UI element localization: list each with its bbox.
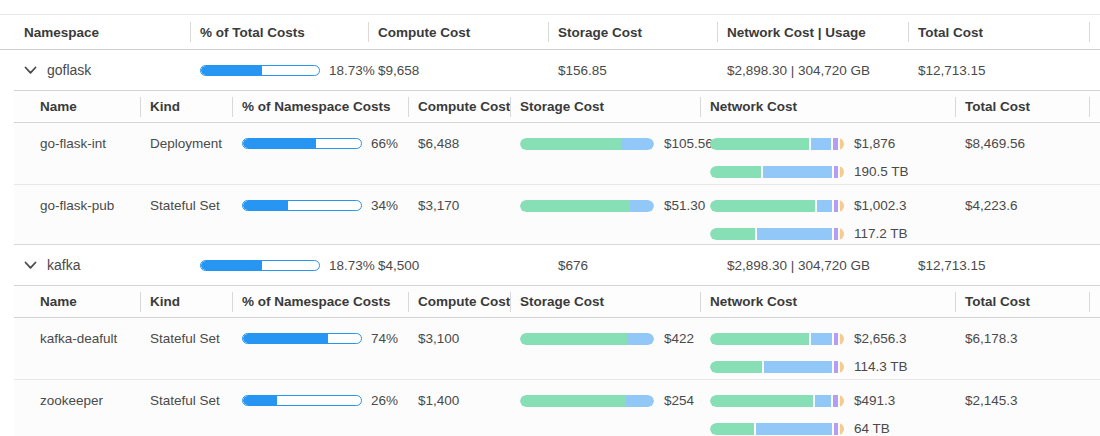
storage-cost-bar bbox=[520, 200, 654, 212]
cost-breakdown-panel: Namespace % of Total Costs Compute Cost … bbox=[0, 0, 1100, 436]
column-header-compute-cost[interactable]: Compute Cost bbox=[408, 294, 510, 309]
column-header-storage-cost[interactable]: Storage Cost bbox=[510, 294, 700, 309]
column-header-compute-cost[interactable]: Compute Cost bbox=[408, 99, 510, 114]
compute-cost-value: $9,658 bbox=[368, 63, 548, 78]
workload-kind: Deployment bbox=[140, 136, 232, 151]
namespace-table-header: Namespace % of Total Costs Compute Cost … bbox=[0, 14, 1100, 50]
workload-name: go-flask-int bbox=[14, 136, 140, 151]
workload-table-header: Name Kind % of Namespace Costs Compute C… bbox=[14, 285, 1100, 318]
total-cost-value: $4,223.6 bbox=[955, 198, 1100, 213]
storage-cost-value: $254 bbox=[664, 393, 694, 408]
network-cost-usage-value: $2,898.30 | 304,720 GB bbox=[717, 258, 908, 273]
compute-cost-value: $6,488 bbox=[408, 136, 510, 151]
network-cost-value: $1,876 bbox=[854, 136, 895, 151]
storage-cost-value: $156.85 bbox=[548, 63, 717, 78]
pct-namespace-costs-bar bbox=[242, 200, 362, 211]
column-header-pct-namespace-costs[interactable]: % of Namespace Costs bbox=[232, 294, 408, 309]
total-cost-value: $12,713.15 bbox=[908, 63, 1100, 78]
network-cost-value: $1,002.3 bbox=[854, 198, 907, 213]
network-usage-bar bbox=[710, 228, 844, 240]
workload-name: zookeeper bbox=[14, 393, 140, 408]
column-header-namespace[interactable]: Namespace bbox=[0, 25, 190, 40]
column-header-storage-cost[interactable]: Storage Cost bbox=[510, 99, 700, 114]
column-header-storage-cost[interactable]: Storage Cost bbox=[548, 25, 717, 40]
storage-cost-value: $422 bbox=[664, 331, 694, 346]
network-usage-bar bbox=[710, 423, 844, 435]
pct-namespace-costs-bar bbox=[242, 138, 362, 149]
compute-cost-value: $4,500 bbox=[368, 258, 548, 273]
pct-total-costs-bar bbox=[200, 65, 320, 76]
network-usage-value: 114.3 TB bbox=[854, 359, 908, 374]
column-header-network-cost[interactable]: Network Cost bbox=[700, 99, 955, 114]
pct-namespace-costs-bar bbox=[242, 333, 362, 344]
chevron-down-icon[interactable] bbox=[24, 66, 37, 75]
namespace-row-goflask[interactable]: goflask 18.73% $9,658 $156.85 $2,898.30 … bbox=[0, 50, 1100, 90]
workload-table-header: Name Kind % of Namespace Costs Compute C… bbox=[14, 90, 1100, 123]
column-header-pct-namespace-costs[interactable]: % of Namespace Costs bbox=[232, 99, 408, 114]
column-header-total-cost[interactable]: Total Cost bbox=[955, 294, 1100, 309]
column-header-network-cost-usage[interactable]: Network Cost | Usage bbox=[717, 25, 908, 40]
storage-cost-value: $676 bbox=[548, 258, 717, 273]
compute-cost-value: $3,170 bbox=[408, 198, 510, 213]
namespace-name: goflask bbox=[47, 62, 91, 78]
workload-name: kafka-deafult bbox=[14, 331, 140, 346]
total-cost-value: $6,178.3 bbox=[955, 331, 1100, 346]
workload-name: go-flask-pub bbox=[14, 198, 140, 213]
column-header-kind[interactable]: Kind bbox=[140, 294, 232, 309]
namespace-name: kafka bbox=[47, 257, 80, 273]
network-usage-value: 117.2 TB bbox=[854, 226, 908, 241]
pct-namespace-costs-bar bbox=[242, 395, 362, 406]
storage-cost-bar bbox=[520, 138, 654, 150]
total-cost-value: $2,145.3 bbox=[955, 393, 1100, 408]
network-cost-bar bbox=[710, 395, 844, 407]
compute-cost-value: $1,400 bbox=[408, 393, 510, 408]
column-header-pct-total-costs[interactable]: % of Total Costs bbox=[190, 25, 368, 40]
total-cost-value: $12,713.15 bbox=[908, 258, 1100, 273]
column-header-kind[interactable]: Kind bbox=[140, 99, 232, 114]
workload-row-go-flask-int[interactable]: go-flask-int Deployment 66% $6,488 $105.… bbox=[14, 123, 1100, 184]
network-cost-value: $2,656.3 bbox=[854, 331, 907, 346]
pct-namespace-costs-value: 66% bbox=[371, 136, 398, 151]
workload-row-kafka-deafult[interactable]: kafka-deafult Stateful Set 74% $3,100 $4… bbox=[14, 318, 1100, 379]
column-header-compute-cost[interactable]: Compute Cost bbox=[368, 25, 548, 40]
workload-row-zookeeper[interactable]: zookeeper Stateful Set 26% $1,400 $254 $… bbox=[14, 379, 1100, 436]
namespace-row-kafka[interactable]: kafka 18.73% $4,500 $676 $2,898.30 | 304… bbox=[0, 245, 1100, 285]
network-cost-bar bbox=[710, 200, 844, 212]
storage-cost-bar bbox=[520, 333, 654, 345]
pct-total-costs-bar bbox=[200, 260, 320, 271]
workload-table-goflask: Name Kind % of Namespace Costs Compute C… bbox=[14, 90, 1100, 245]
network-usage-value: 190.5 TB bbox=[854, 164, 909, 179]
total-cost-value: $8,469.56 bbox=[955, 136, 1100, 151]
pct-namespace-costs-value: 34% bbox=[371, 198, 398, 213]
storage-cost-bar bbox=[520, 395, 654, 407]
network-cost-value: $491.3 bbox=[854, 393, 895, 408]
workload-row-go-flask-pub[interactable]: go-flask-pub Stateful Set 34% $3,170 $51… bbox=[14, 184, 1100, 245]
workload-kind: Stateful Set bbox=[140, 331, 232, 346]
column-header-name[interactable]: Name bbox=[14, 294, 140, 309]
network-cost-bar bbox=[710, 138, 844, 150]
workload-table-kafka: Name Kind % of Namespace Costs Compute C… bbox=[14, 285, 1100, 436]
workload-kind: Stateful Set bbox=[140, 198, 232, 213]
network-usage-value: 64 TB bbox=[854, 421, 890, 436]
pct-namespace-costs-value: 74% bbox=[371, 331, 398, 346]
compute-cost-value: $3,100 bbox=[408, 331, 510, 346]
network-usage-bar bbox=[710, 361, 844, 373]
pct-namespace-costs-value: 26% bbox=[371, 393, 398, 408]
column-header-network-cost[interactable]: Network Cost bbox=[700, 294, 955, 309]
network-cost-usage-value: $2,898.30 | 304,720 GB bbox=[717, 63, 908, 78]
column-header-name[interactable]: Name bbox=[14, 99, 140, 114]
workload-kind: Stateful Set bbox=[140, 393, 232, 408]
column-header-total-cost[interactable]: Total Cost bbox=[955, 99, 1100, 114]
network-usage-bar bbox=[710, 166, 844, 178]
column-header-total-cost[interactable]: Total Cost bbox=[908, 25, 1100, 40]
chevron-down-icon[interactable] bbox=[24, 261, 37, 270]
network-cost-bar bbox=[710, 333, 844, 345]
